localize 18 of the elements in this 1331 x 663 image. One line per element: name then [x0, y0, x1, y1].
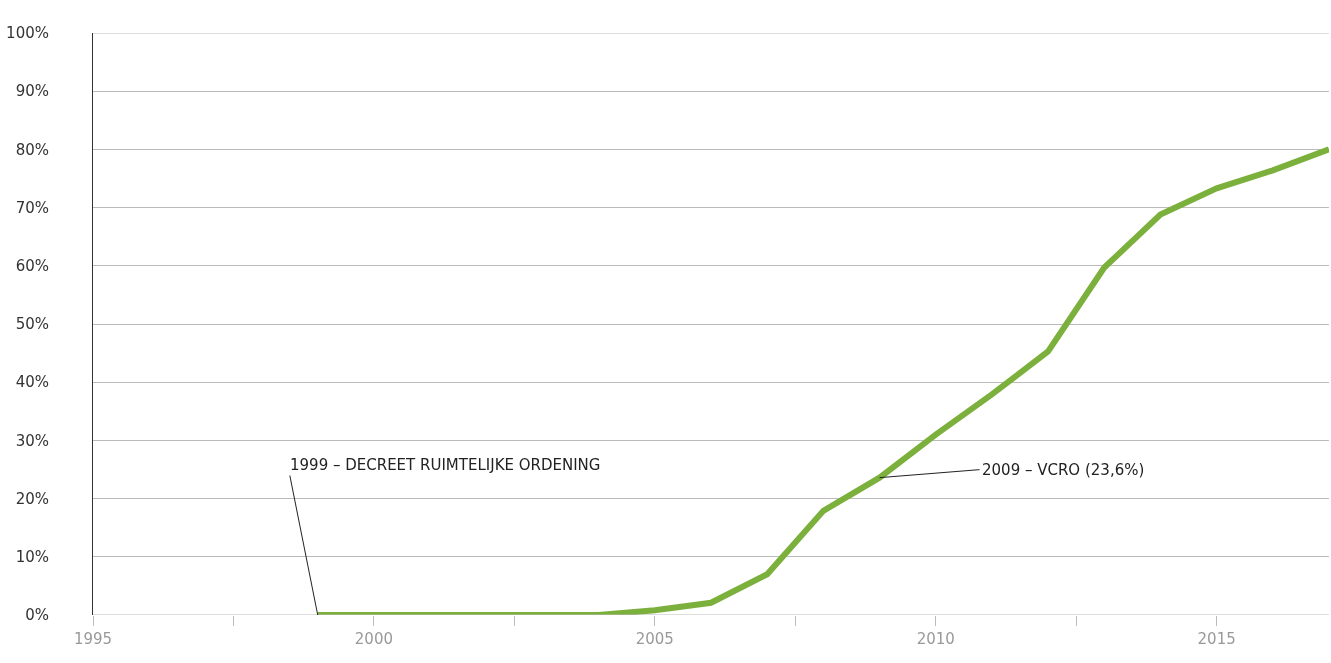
- y-tick-label: 30%: [15, 431, 49, 450]
- x-tick-label: 2005: [635, 630, 674, 648]
- y-tick-label: 20%: [15, 489, 49, 508]
- y-tick-label: 80%: [15, 140, 49, 159]
- annotation: 2009 – VCRO (23,6%): [982, 461, 1145, 479]
- x-tick-label: 2015: [1197, 630, 1236, 648]
- y-tick-label: 90%: [15, 82, 49, 101]
- annotation: 1999 – DECREET RUIMTELIJKE ORDENING: [290, 456, 601, 474]
- y-tick-label: 10%: [15, 548, 49, 567]
- y-tick-label: 70%: [15, 198, 49, 217]
- y-tick-label: 0%: [25, 606, 49, 625]
- y-tick-label: 100%: [6, 24, 49, 43]
- y-tick-label: 60%: [15, 257, 49, 276]
- x-tick-label: 2010: [916, 630, 955, 648]
- y-tick-label: 50%: [15, 315, 49, 334]
- x-tick-label: 2000: [354, 630, 393, 648]
- y-tick-label: 40%: [15, 373, 49, 392]
- x-tick-label: 1995: [73, 630, 113, 648]
